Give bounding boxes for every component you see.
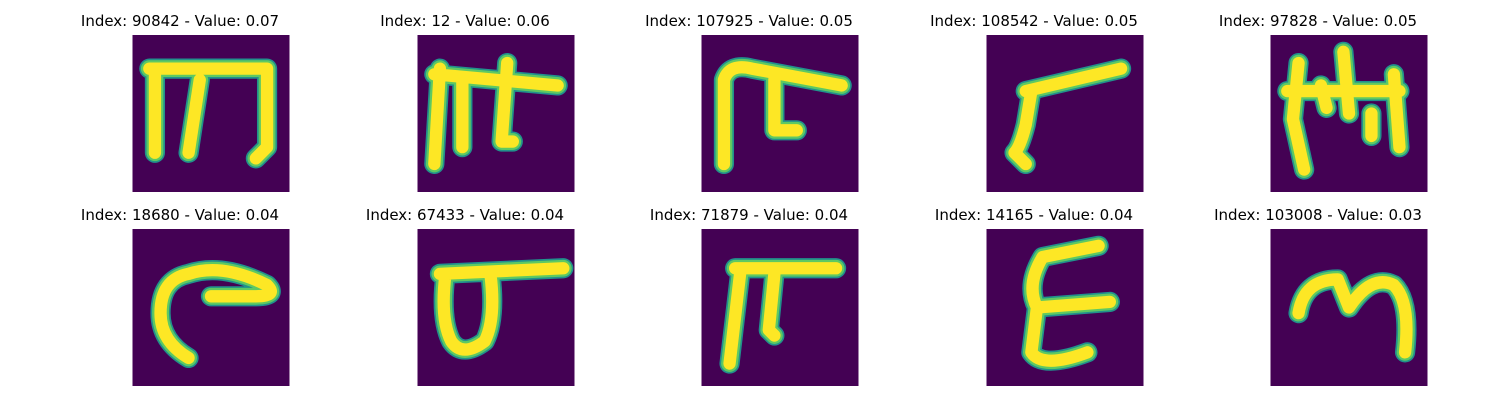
panel-5: Index: 97828 - Value: 0.05 xyxy=(1168,0,1468,200)
glyph-image xyxy=(1270,229,1428,386)
glyph-image xyxy=(132,229,290,386)
panel-title: Index: 107925 - Value: 0.05 xyxy=(645,12,853,30)
panel-4: Index: 108542 - Value: 0.05 xyxy=(884,0,1184,200)
panel-title: Index: 108542 - Value: 0.05 xyxy=(930,12,1138,30)
panel-title: Index: 18680 - Value: 0.04 xyxy=(80,206,280,224)
glyph-image xyxy=(986,229,1144,386)
panel-10: Index: 103008 - Value: 0.03 xyxy=(1168,194,1468,394)
glyph-image xyxy=(701,229,859,386)
glyph-image xyxy=(417,35,575,192)
panel-8: Index: 71879 - Value: 0.04 xyxy=(599,194,899,394)
panel-title: Index: 97828 - Value: 0.05 xyxy=(1218,12,1418,30)
panel-title: Index: 12 - Value: 0.06 xyxy=(380,12,550,30)
panel-6: Index: 18680 - Value: 0.04 xyxy=(30,194,330,394)
panel-7: Index: 67433 - Value: 0.04 xyxy=(315,194,615,394)
panel-title: Index: 103008 - Value: 0.03 xyxy=(1214,206,1422,224)
panel-2: Index: 12 - Value: 0.06 xyxy=(315,0,615,200)
glyph-image xyxy=(417,229,575,386)
panel-title: Index: 14165 - Value: 0.04 xyxy=(934,206,1134,224)
glyph-image xyxy=(701,35,859,192)
glyph-image xyxy=(1270,35,1428,192)
panel-1: Index: 90842 - Value: 0.07 xyxy=(30,0,330,200)
glyph-image xyxy=(132,35,290,192)
panel-title: Index: 71879 - Value: 0.04 xyxy=(649,206,849,224)
glyph-image xyxy=(986,35,1144,192)
panel-9: Index: 14165 - Value: 0.04 xyxy=(884,194,1184,394)
panel-3: Index: 107925 - Value: 0.05 xyxy=(599,0,899,200)
panel-title: Index: 67433 - Value: 0.04 xyxy=(365,206,565,224)
panel-title: Index: 90842 - Value: 0.07 xyxy=(80,12,280,30)
